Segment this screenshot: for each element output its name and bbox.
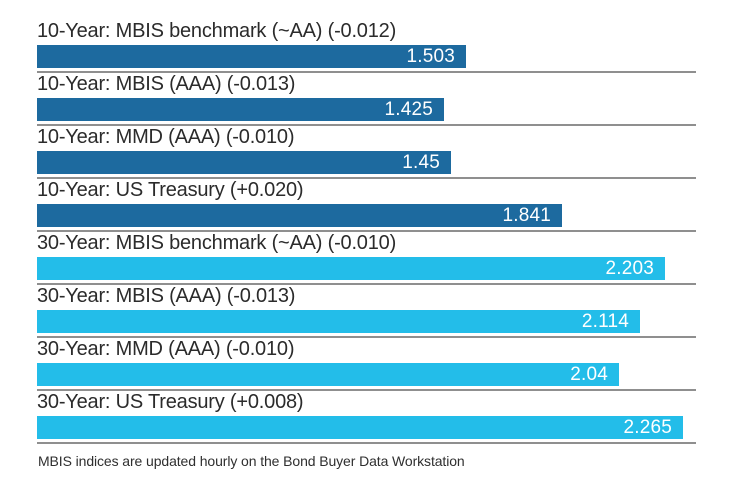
bar-label: 30-Year: US Treasury (+0.008) [37, 391, 304, 413]
bar: 1.841 [37, 204, 562, 227]
bar-track: 2.203 [37, 257, 696, 280]
bar-value: 2.203 [605, 258, 654, 279]
chart-caption: MBIS indices are updated hourly on the B… [38, 453, 465, 469]
bar: 2.265 [37, 416, 683, 439]
bar-track: 2.265 [37, 416, 696, 439]
row-gridline [37, 177, 696, 179]
chart-rows: 10-Year: MBIS benchmark (~AA) (-0.012) 1… [37, 20, 740, 444]
bar-track: 1.503 [37, 45, 696, 68]
bar-track: 1.425 [37, 98, 696, 121]
bar-value: 2.265 [623, 417, 672, 438]
chart-row: 30-Year: MMD (AAA) (-0.010) 2.04 [37, 338, 740, 391]
bar-value: 1.45 [402, 152, 440, 173]
bar-chart: 10-Year: MBIS benchmark (~AA) (-0.012) 1… [37, 20, 740, 469]
chart-row: 30-Year: MBIS (AAA) (-0.013) 2.114 [37, 285, 740, 338]
bar-label: 10-Year: MBIS (AAA) (-0.013) [37, 73, 296, 95]
bar-label: 30-Year: MBIS benchmark (~AA) (-0.010) [37, 232, 397, 254]
bar-label: 10-Year: MBIS benchmark (~AA) (-0.012) [37, 20, 397, 42]
bar-value: 1.503 [406, 46, 455, 67]
row-gridline [37, 71, 696, 73]
bar: 2.203 [37, 257, 665, 280]
bar-track: 1.45 [37, 151, 696, 174]
row-gridline [37, 124, 696, 126]
chart-row: 30-Year: MBIS benchmark (~AA) (-0.010) 2… [37, 232, 740, 285]
row-gridline [37, 230, 696, 232]
chart-row: 10-Year: MBIS (AAA) (-0.013) 1.425 [37, 73, 740, 126]
bar-label: 30-Year: MBIS (AAA) (-0.013) [37, 285, 296, 307]
bar-label: 10-Year: MMD (AAA) (-0.010) [37, 126, 295, 148]
chart-row: 10-Year: US Treasury (+0.020) 1.841 [37, 179, 740, 232]
bar-value: 1.841 [502, 205, 551, 226]
row-gridline [37, 442, 696, 444]
bar-track: 2.04 [37, 363, 696, 386]
bar: 1.503 [37, 45, 466, 68]
bar: 1.425 [37, 98, 444, 121]
row-gridline [37, 389, 696, 391]
bar-track: 2.114 [37, 310, 696, 333]
row-gridline [37, 336, 696, 338]
row-gridline [37, 283, 696, 285]
chart-row: 10-Year: MBIS benchmark (~AA) (-0.012) 1… [37, 20, 740, 73]
bar-value: 2.04 [570, 364, 608, 385]
bar-track: 1.841 [37, 204, 696, 227]
bar-value: 1.425 [384, 99, 433, 120]
bar-label: 30-Year: MMD (AAA) (-0.010) [37, 338, 295, 360]
bar: 2.114 [37, 310, 640, 333]
chart-row: 10-Year: MMD (AAA) (-0.010) 1.45 [37, 126, 740, 179]
bar: 2.04 [37, 363, 619, 386]
bar: 1.45 [37, 151, 451, 174]
bar-value: 2.114 [581, 311, 629, 332]
bar-label: 10-Year: US Treasury (+0.020) [37, 179, 304, 201]
chart-row: 30-Year: US Treasury (+0.008) 2.265 [37, 391, 740, 444]
